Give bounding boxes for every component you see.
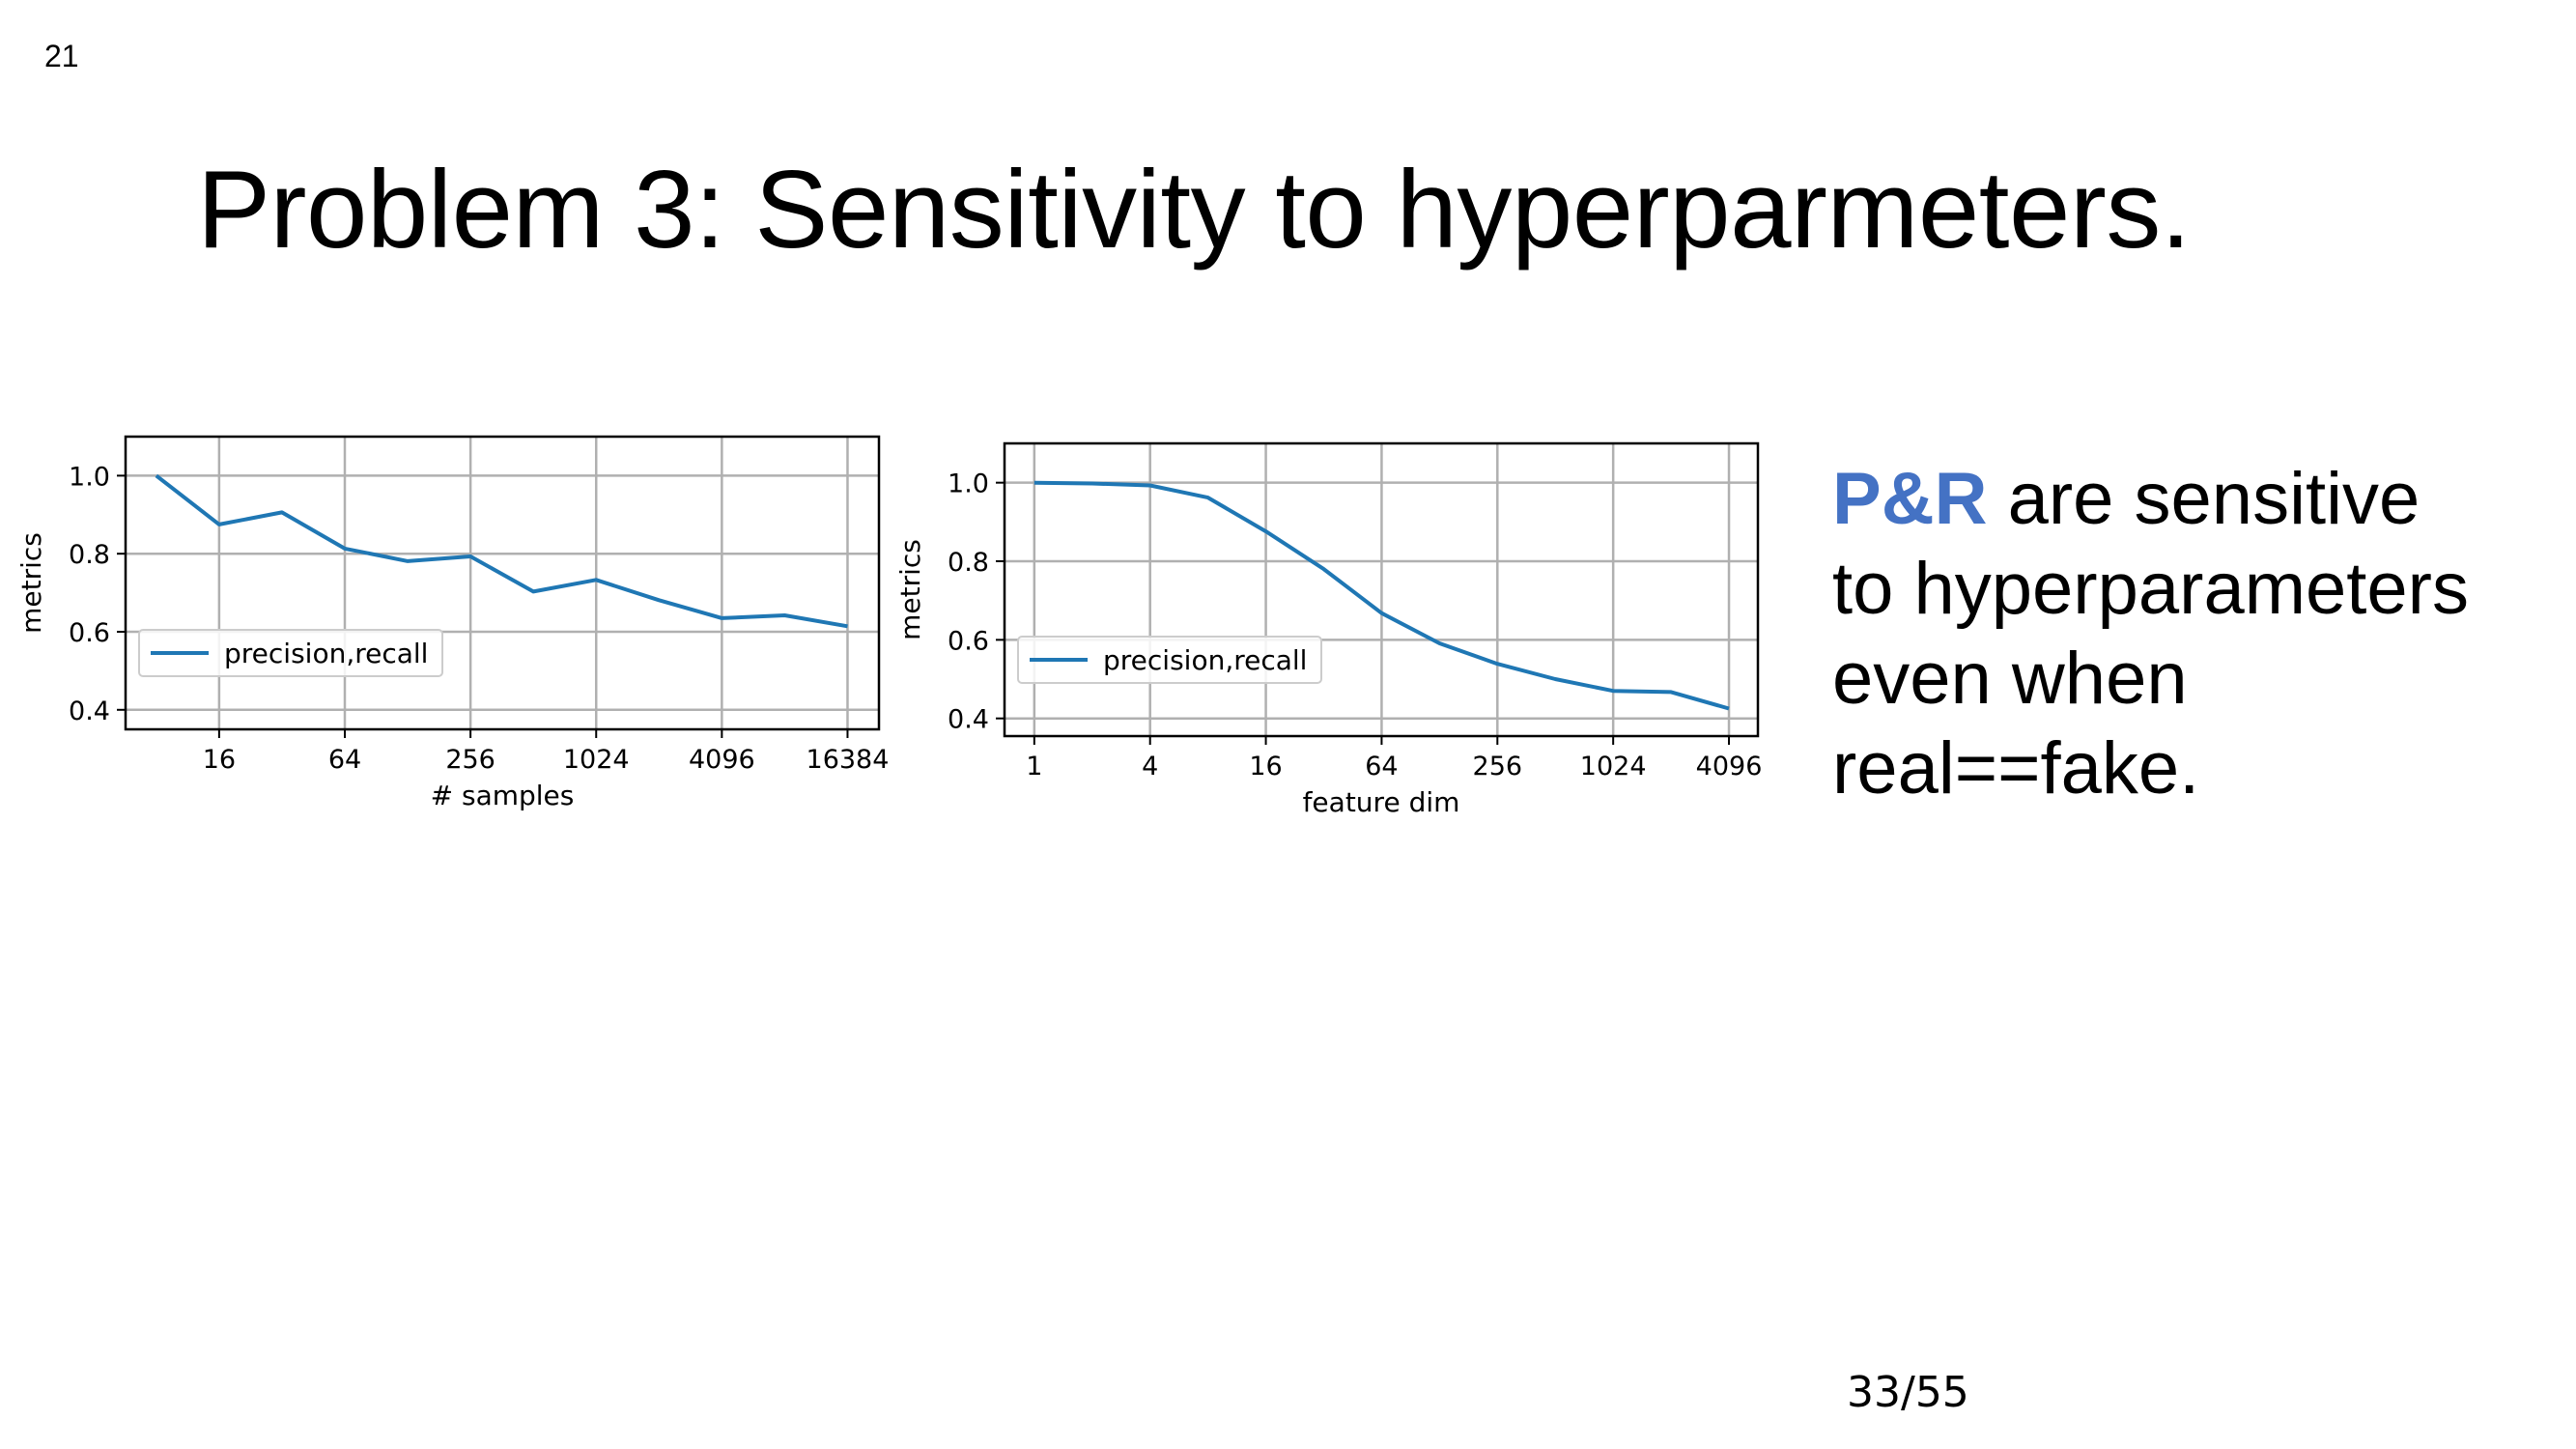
side-note-line-1: P&R are sensitive xyxy=(1832,454,2469,544)
x-tick-label: 16 xyxy=(203,745,236,775)
x-tick-label: 1024 xyxy=(1580,752,1647,781)
x-tick-label: 16 xyxy=(1249,752,1282,781)
y-tick-label: 0.6 xyxy=(69,618,110,648)
slide-title: Problem 3: Sensitivity to hyperparmeters… xyxy=(197,149,2192,271)
y-axis-label: metrics xyxy=(894,539,926,640)
page-count: 33/55 xyxy=(1847,1368,1969,1417)
x-tick-label: 4096 xyxy=(689,745,755,775)
feature-dim-chart: 1 4 16 64 256 1024 4096 0.4 0.6 0.8 1.0 feature dim… xyxy=(879,415,1777,831)
x-axis-label: # samples xyxy=(431,780,575,811)
y-tick-label: 0.4 xyxy=(69,696,110,726)
x-tick-label: 256 xyxy=(1473,752,1523,781)
x-tick-label: 4096 xyxy=(1696,752,1763,781)
series-line xyxy=(155,473,848,629)
y-tick-label: 0.4 xyxy=(948,705,989,735)
samples-chart: 16 64 256 1024 4096 16384 0.4 0.6 0.8 1.0 # sample… xyxy=(0,415,898,831)
legend-label: precision,recall xyxy=(1103,644,1307,676)
plot-frame xyxy=(124,435,881,731)
side-note-highlight: P&R xyxy=(1832,458,1988,540)
y-tick-label: 1.0 xyxy=(948,469,989,499)
side-note-line-1-rest: are sensitive xyxy=(1987,458,2420,540)
side-note-line-4: real==fake. xyxy=(1832,727,2200,810)
y-tick-label: 0.8 xyxy=(948,548,989,578)
samples-chart-svg: 16 64 256 1024 4096 16384 0.4 0.6 0.8 1.0 # sample… xyxy=(15,435,890,811)
legend-box xyxy=(138,629,443,677)
side-note: P&R are sensitive to hyperparameters eve… xyxy=(1832,454,2469,813)
x-tick-label: 4 xyxy=(1142,752,1158,781)
legend-label: precision,recall xyxy=(224,638,428,669)
slide-number: 21 xyxy=(44,39,79,73)
y-tick-label: 1.0 xyxy=(69,462,110,492)
x-tick-label: 256 xyxy=(445,745,495,775)
x-tick-label: 1 xyxy=(1026,752,1042,781)
side-note-line-3: even when xyxy=(1832,638,2188,720)
x-axis-label: feature dim xyxy=(1303,786,1460,818)
y-tick-label: 0.8 xyxy=(69,540,110,570)
x-tick-label: 16384 xyxy=(807,745,890,775)
side-note-line-2: to hyperparameters xyxy=(1832,548,2469,630)
legend-box xyxy=(1017,636,1322,684)
feature-dim-chart-svg: 1 4 16 64 256 1024 4096 0.4 0.6 0.8 1.0 feature dim… xyxy=(894,441,1763,818)
x-tick-label: 64 xyxy=(328,745,361,775)
x-tick-label: 1024 xyxy=(563,745,630,775)
plot-frame xyxy=(1003,441,1760,738)
y-tick-label: 0.6 xyxy=(948,626,989,656)
x-tick-label: 64 xyxy=(1365,752,1398,781)
y-axis-label: metrics xyxy=(15,532,47,634)
